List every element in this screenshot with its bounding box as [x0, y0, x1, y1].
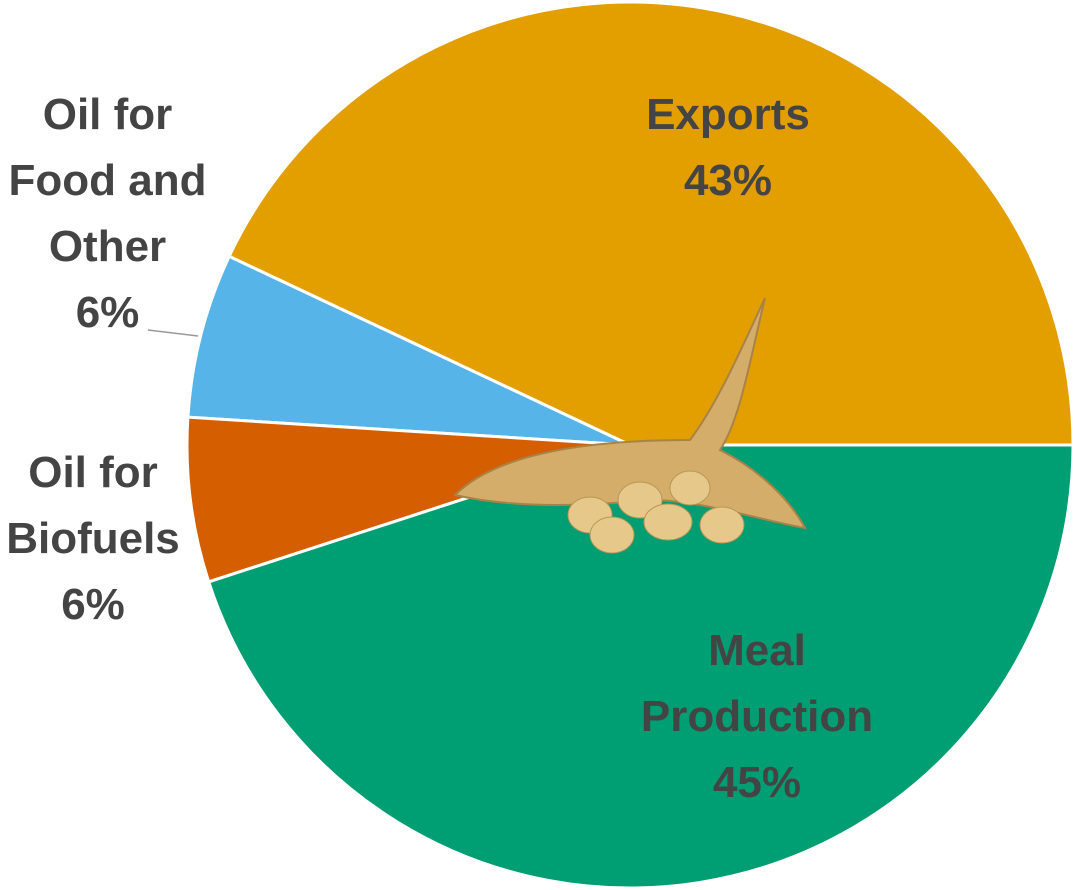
category-label: Exports	[646, 90, 810, 139]
slice-label: Exports 43%	[578, 82, 878, 214]
soybean-decoration	[453, 297, 807, 554]
pie-slice	[227, 0, 1075, 447]
slice-label: Meal Production 45%	[597, 618, 917, 816]
value-label: 45%	[712, 758, 802, 807]
pie-slice	[186, 254, 631, 447]
slice-label: Oil for Biofuels 6%	[0, 440, 186, 638]
value-label: 6%	[75, 288, 140, 337]
category-label: Oil for Biofuels	[6, 448, 180, 563]
category-label: Oil for Food and Other	[8, 90, 207, 271]
pie-slice	[185, 415, 631, 584]
category-label: Meal Production	[640, 626, 874, 741]
value-label: 43%	[683, 156, 773, 205]
leader-line	[147, 329, 199, 337]
slice-label: Oil for Food and Other 6%	[0, 82, 215, 346]
value-label: 6%	[61, 580, 125, 629]
pie-slice	[206, 443, 1075, 890]
